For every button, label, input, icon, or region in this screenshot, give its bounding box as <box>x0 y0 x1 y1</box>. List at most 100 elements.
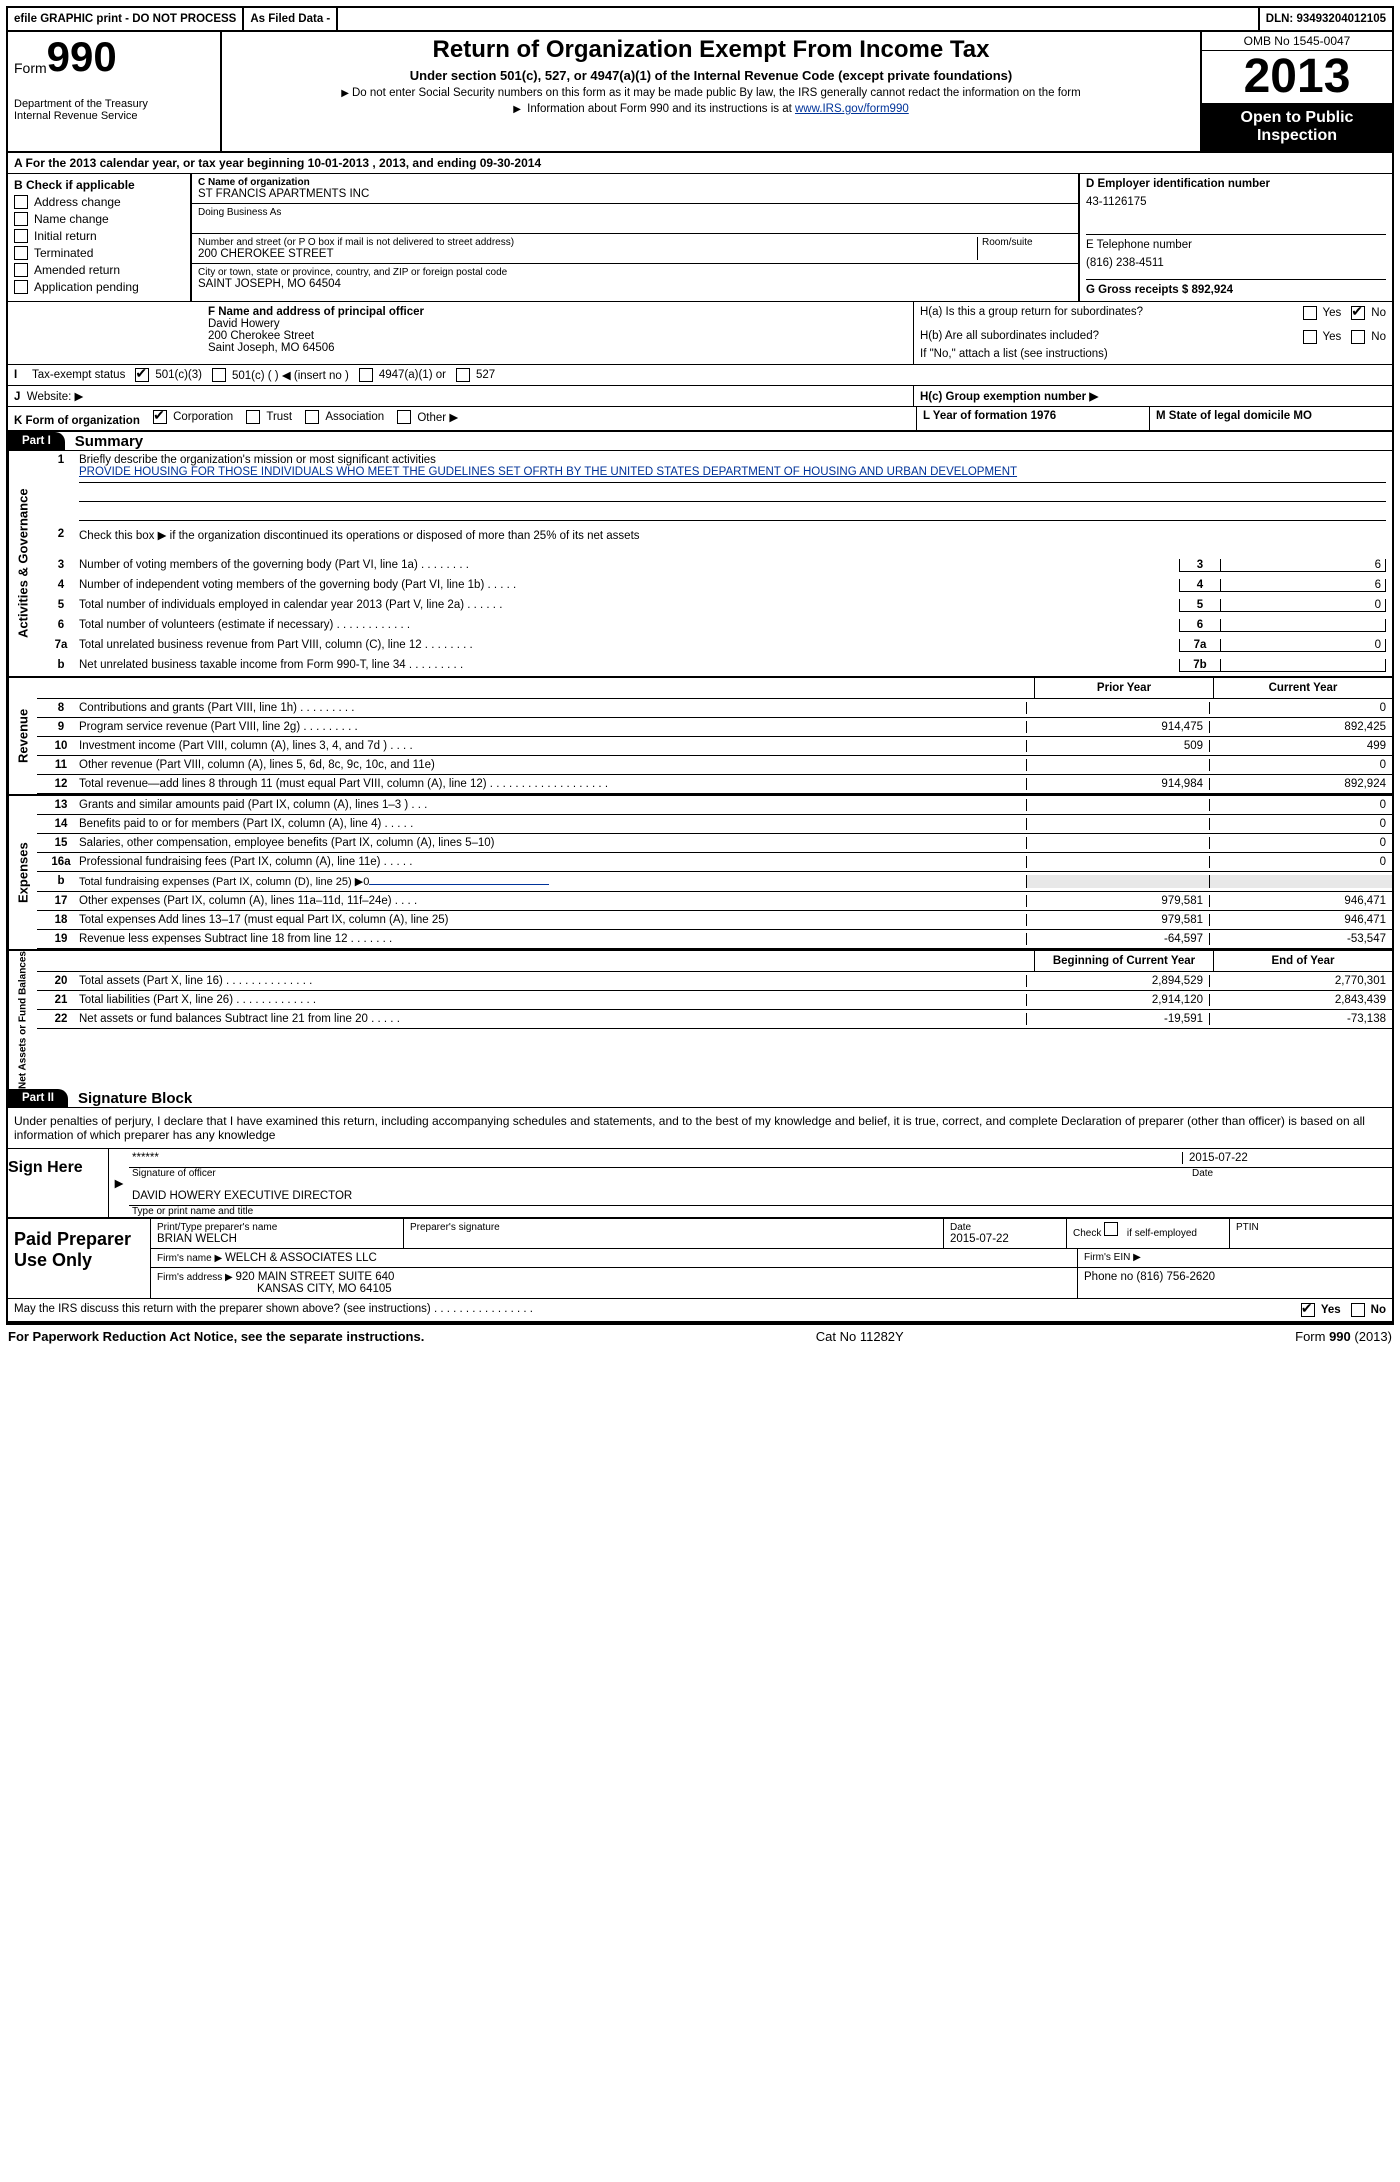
row-a: A For the 2013 calendar year, or tax yea… <box>8 153 1392 174</box>
group-return: H(a) Is this a group return for subordin… <box>913 302 1392 364</box>
form-990-page: efile GRAPHIC print - DO NOT PROCESS As … <box>6 6 1394 1325</box>
chk-4947[interactable] <box>359 368 373 382</box>
city-zip: SAINT JOSEPH, MO 64504 <box>198 278 1072 290</box>
mission-text[interactable]: PROVIDE HOUSING FOR THOSE INDIVIDUALS WH… <box>79 466 1017 478</box>
table-row: 12Total revenue—add lines 8 through 11 (… <box>37 775 1392 794</box>
vlabel-expenses: Expenses <box>8 796 37 949</box>
dept-treasury: Department of the Treasury <box>14 98 214 110</box>
begin-year-hdr: Beginning of Current Year <box>1034 951 1213 971</box>
chk-amended[interactable] <box>14 263 28 277</box>
row-klm: K Form of organization Corporation Trust… <box>8 407 1392 432</box>
org-name: ST FRANCIS APARTMENTS INC <box>198 188 1072 200</box>
irs-label: Internal Revenue Service <box>14 110 214 122</box>
form-word: Form <box>14 60 47 76</box>
omb-number: OMB No 1545-0047 <box>1202 32 1392 51</box>
current-year-hdr: Current Year <box>1213 678 1392 698</box>
preparer-date: 2015-07-22 <box>950 1233 1060 1245</box>
ssn-notice: Do not enter Social Security numbers on … <box>228 87 1194 99</box>
table-row: 20Total assets (Part X, line 16) . . . .… <box>37 972 1392 991</box>
topbar-spacer <box>338 8 1260 30</box>
street-address: 200 CHEROKEE STREET <box>198 248 977 260</box>
vlabel-revenue: Revenue <box>8 678 37 794</box>
table-row: bTotal fundraising expenses (Part IX, co… <box>37 872 1392 892</box>
prior-year-hdr: Prior Year <box>1034 678 1213 698</box>
col-d: D Employer identification number 43-1126… <box>1080 174 1392 301</box>
footer: For Paperwork Reduction Act Notice, see … <box>6 1325 1394 1348</box>
discuss-row: May the IRS discuss this return with the… <box>8 1299 1392 1323</box>
phone-value: (816) 238-4511 <box>1086 257 1386 269</box>
header-mid: Return of Organization Exempt From Incom… <box>222 32 1200 151</box>
col-b: B Check if applicable Address change Nam… <box>8 174 190 301</box>
table-row: 17Other expenses (Part IX, column (A), l… <box>37 892 1392 911</box>
chk-other[interactable] <box>397 410 411 424</box>
table-row: 16aProfessional fundraising fees (Part I… <box>37 853 1392 872</box>
chk-pending[interactable] <box>14 280 28 294</box>
room-suite: Room/suite <box>977 237 1072 260</box>
as-filed: As Filed Data - <box>244 8 338 30</box>
preparer-name: BRIAN WELCH <box>157 1233 397 1245</box>
ha-yes[interactable] <box>1303 306 1317 320</box>
efile-notice: efile GRAPHIC print - DO NOT PROCESS <box>8 8 244 30</box>
part-2-bar: Part II Signature Block <box>8 1089 1392 1108</box>
dln: DLN: 93493204012105 <box>1260 8 1392 30</box>
gross-receipts: G Gross receipts $ 892,924 <box>1086 284 1233 296</box>
discuss-yes[interactable] <box>1301 1303 1315 1317</box>
discuss-no[interactable] <box>1351 1303 1365 1317</box>
table-row: 14Benefits paid to or for members (Part … <box>37 815 1392 834</box>
hb-no[interactable] <box>1351 330 1365 344</box>
info-notice: Information about Form 990 and its instr… <box>228 103 1194 115</box>
table-row: 11Other revenue (Part VIII, column (A), … <box>37 756 1392 775</box>
form-number: 990 <box>47 38 117 76</box>
signature-stars: ****** <box>132 1152 1182 1164</box>
form-title: Return of Organization Exempt From Incom… <box>228 36 1194 64</box>
header-right: OMB No 1545-0047 2013 Open to Public Ins… <box>1200 32 1392 151</box>
ein-label: D Employer identification number <box>1086 178 1270 190</box>
chk-trust[interactable] <box>246 410 260 424</box>
chk-corp[interactable] <box>153 410 167 424</box>
hb-yes[interactable] <box>1303 330 1317 344</box>
chk-501c3[interactable] <box>135 368 149 382</box>
table-row: 8Contributions and grants (Part VIII, li… <box>37 699 1392 718</box>
sign-here-label: Sign Here <box>8 1149 108 1217</box>
section-bcd: B Check if applicable Address change Nam… <box>8 174 1392 302</box>
chk-initial[interactable] <box>14 229 28 243</box>
end-year-hdr: End of Year <box>1213 951 1392 971</box>
ha-no[interactable] <box>1351 306 1365 320</box>
header: Form 990 Department of the Treasury Inte… <box>8 32 1392 153</box>
form-ref: Form 990 (2013) <box>1295 1329 1392 1344</box>
row-i: I Tax-exempt status 501(c)(3) 501(c) ( )… <box>8 365 1392 386</box>
chk-self-emp[interactable] <box>1104 1222 1118 1236</box>
table-row: 10Investment income (Part VIII, column (… <box>37 737 1392 756</box>
firm-phone: Phone no (816) 756-2620 <box>1078 1268 1392 1298</box>
irs-link[interactable]: www.IRS.gov/form990 <box>795 103 909 115</box>
topbar: efile GRAPHIC print - DO NOT PROCESS As … <box>8 8 1392 32</box>
row-fh: F Name and address of principal officer … <box>8 302 1392 365</box>
firm-name: WELCH & ASSOCIATES LLC <box>225 1252 377 1264</box>
col-c: C Name of organization ST FRANCIS APARTM… <box>190 174 1080 301</box>
principal-officer: F Name and address of principal officer … <box>8 302 913 364</box>
vlabel-net: Net Assets or Fund Balances <box>8 951 37 1089</box>
table-row: 15Salaries, other compensation, employee… <box>37 834 1392 853</box>
dba-label: Doing Business As <box>198 207 1072 218</box>
vlabel-governance: Activities & Governance <box>8 451 37 676</box>
table-row: 22Net assets or fund balances Subtract l… <box>37 1010 1392 1029</box>
officer-name: DAVID HOWERY EXECUTIVE DIRECTOR <box>132 1190 1389 1202</box>
form-subtitle: Under section 501(c), 527, or 4947(a)(1)… <box>228 68 1194 83</box>
row-j: J Website: ▶ H(c) Group exemption number… <box>8 386 1392 407</box>
chk-assoc[interactable] <box>305 410 319 424</box>
paperwork-notice: For Paperwork Reduction Act Notice, see … <box>8 1329 424 1344</box>
paid-preparer-label: Paid Preparer Use Only <box>8 1219 150 1298</box>
table-row: 9Program service revenue (Part VIII, lin… <box>37 718 1392 737</box>
sign-date: 2015-07-22 <box>1182 1152 1389 1164</box>
table-row: 18Total expenses Add lines 13–17 (must e… <box>37 911 1392 930</box>
chk-501c[interactable] <box>212 368 226 382</box>
open-inspection: Open to Public Inspection <box>1202 103 1392 151</box>
chk-address[interactable] <box>14 195 28 209</box>
firm-address: 920 MAIN STREET SUITE 640 <box>236 1271 395 1283</box>
chk-name[interactable] <box>14 212 28 226</box>
phone-label: E Telephone number <box>1086 239 1386 251</box>
tax-year: 2013 <box>1202 51 1392 103</box>
chk-527[interactable] <box>456 368 470 382</box>
ein-value: 43-1126175 <box>1086 196 1386 208</box>
chk-terminated[interactable] <box>14 246 28 260</box>
